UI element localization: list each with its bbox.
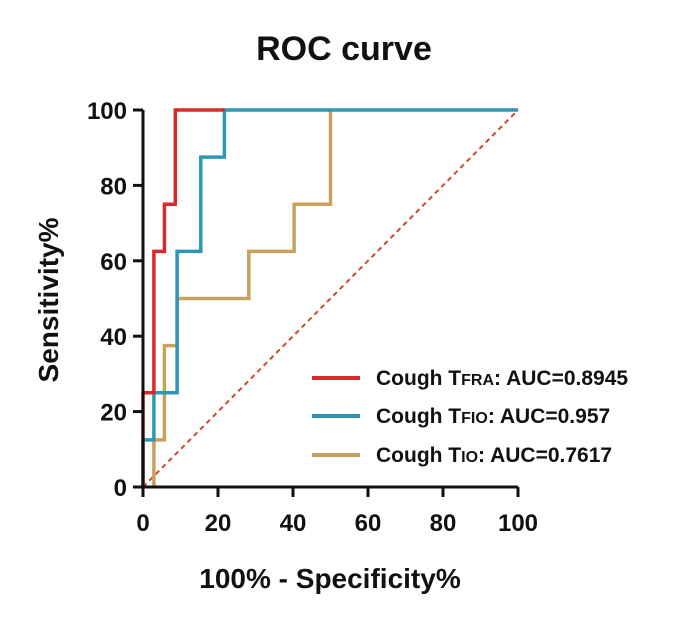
y-axis-label: Sensitivity%	[33, 217, 64, 382]
legend-label-auc: : AUC=0.7617	[478, 444, 612, 467]
legend-label-auc: : AUC=0.957	[488, 405, 610, 428]
roc-line-series-3	[152, 110, 333, 487]
x-tick-label: 40	[280, 510, 307, 537]
legend-label-prefix: Cough T	[376, 367, 461, 390]
roc-line-series-2	[141, 108, 518, 487]
plot-area	[141, 108, 519, 488]
legend-label-prefix: Cough T	[376, 405, 461, 428]
chart-title: ROC curve	[256, 30, 432, 68]
y-tick-label: 60	[100, 249, 127, 276]
legend-label-series-2: Cough TFIO: AUC=0.957	[376, 405, 610, 428]
reference-diagonal-line	[142, 109, 519, 488]
legend-label-series-1: Cough TFRA: AUC=0.8945	[376, 367, 628, 390]
legend-label-subscript: FRA	[461, 372, 494, 389]
x-tick-label: 0	[136, 510, 149, 537]
legend-label-series-3: Cough TIO: AUC=0.7617	[376, 444, 612, 467]
legend-label-subscript: IO	[461, 449, 478, 466]
roc-line-series-1	[141, 108, 225, 487]
legend-label-subscript: FIO	[461, 410, 488, 427]
x-tick-label: 20	[205, 510, 232, 537]
axes: 0 20 40 60 80 100 0 20 40 60 80 100	[87, 98, 538, 537]
y-tick-label: 100	[87, 98, 127, 125]
x-tick-label: 60	[355, 510, 382, 537]
x-tick-label: 80	[430, 510, 457, 537]
y-tick-label: 20	[100, 400, 127, 427]
y-tick-label: 40	[100, 324, 127, 351]
y-tick-label: 0	[114, 475, 127, 502]
legend-label-prefix: Cough T	[376, 444, 461, 467]
legend-label-auc: : AUC=0.8945	[494, 367, 628, 390]
y-tick-label: 80	[100, 173, 127, 200]
x-axis-label: 100% - Specificity%	[199, 563, 461, 594]
x-tick-label: 100	[498, 510, 538, 537]
